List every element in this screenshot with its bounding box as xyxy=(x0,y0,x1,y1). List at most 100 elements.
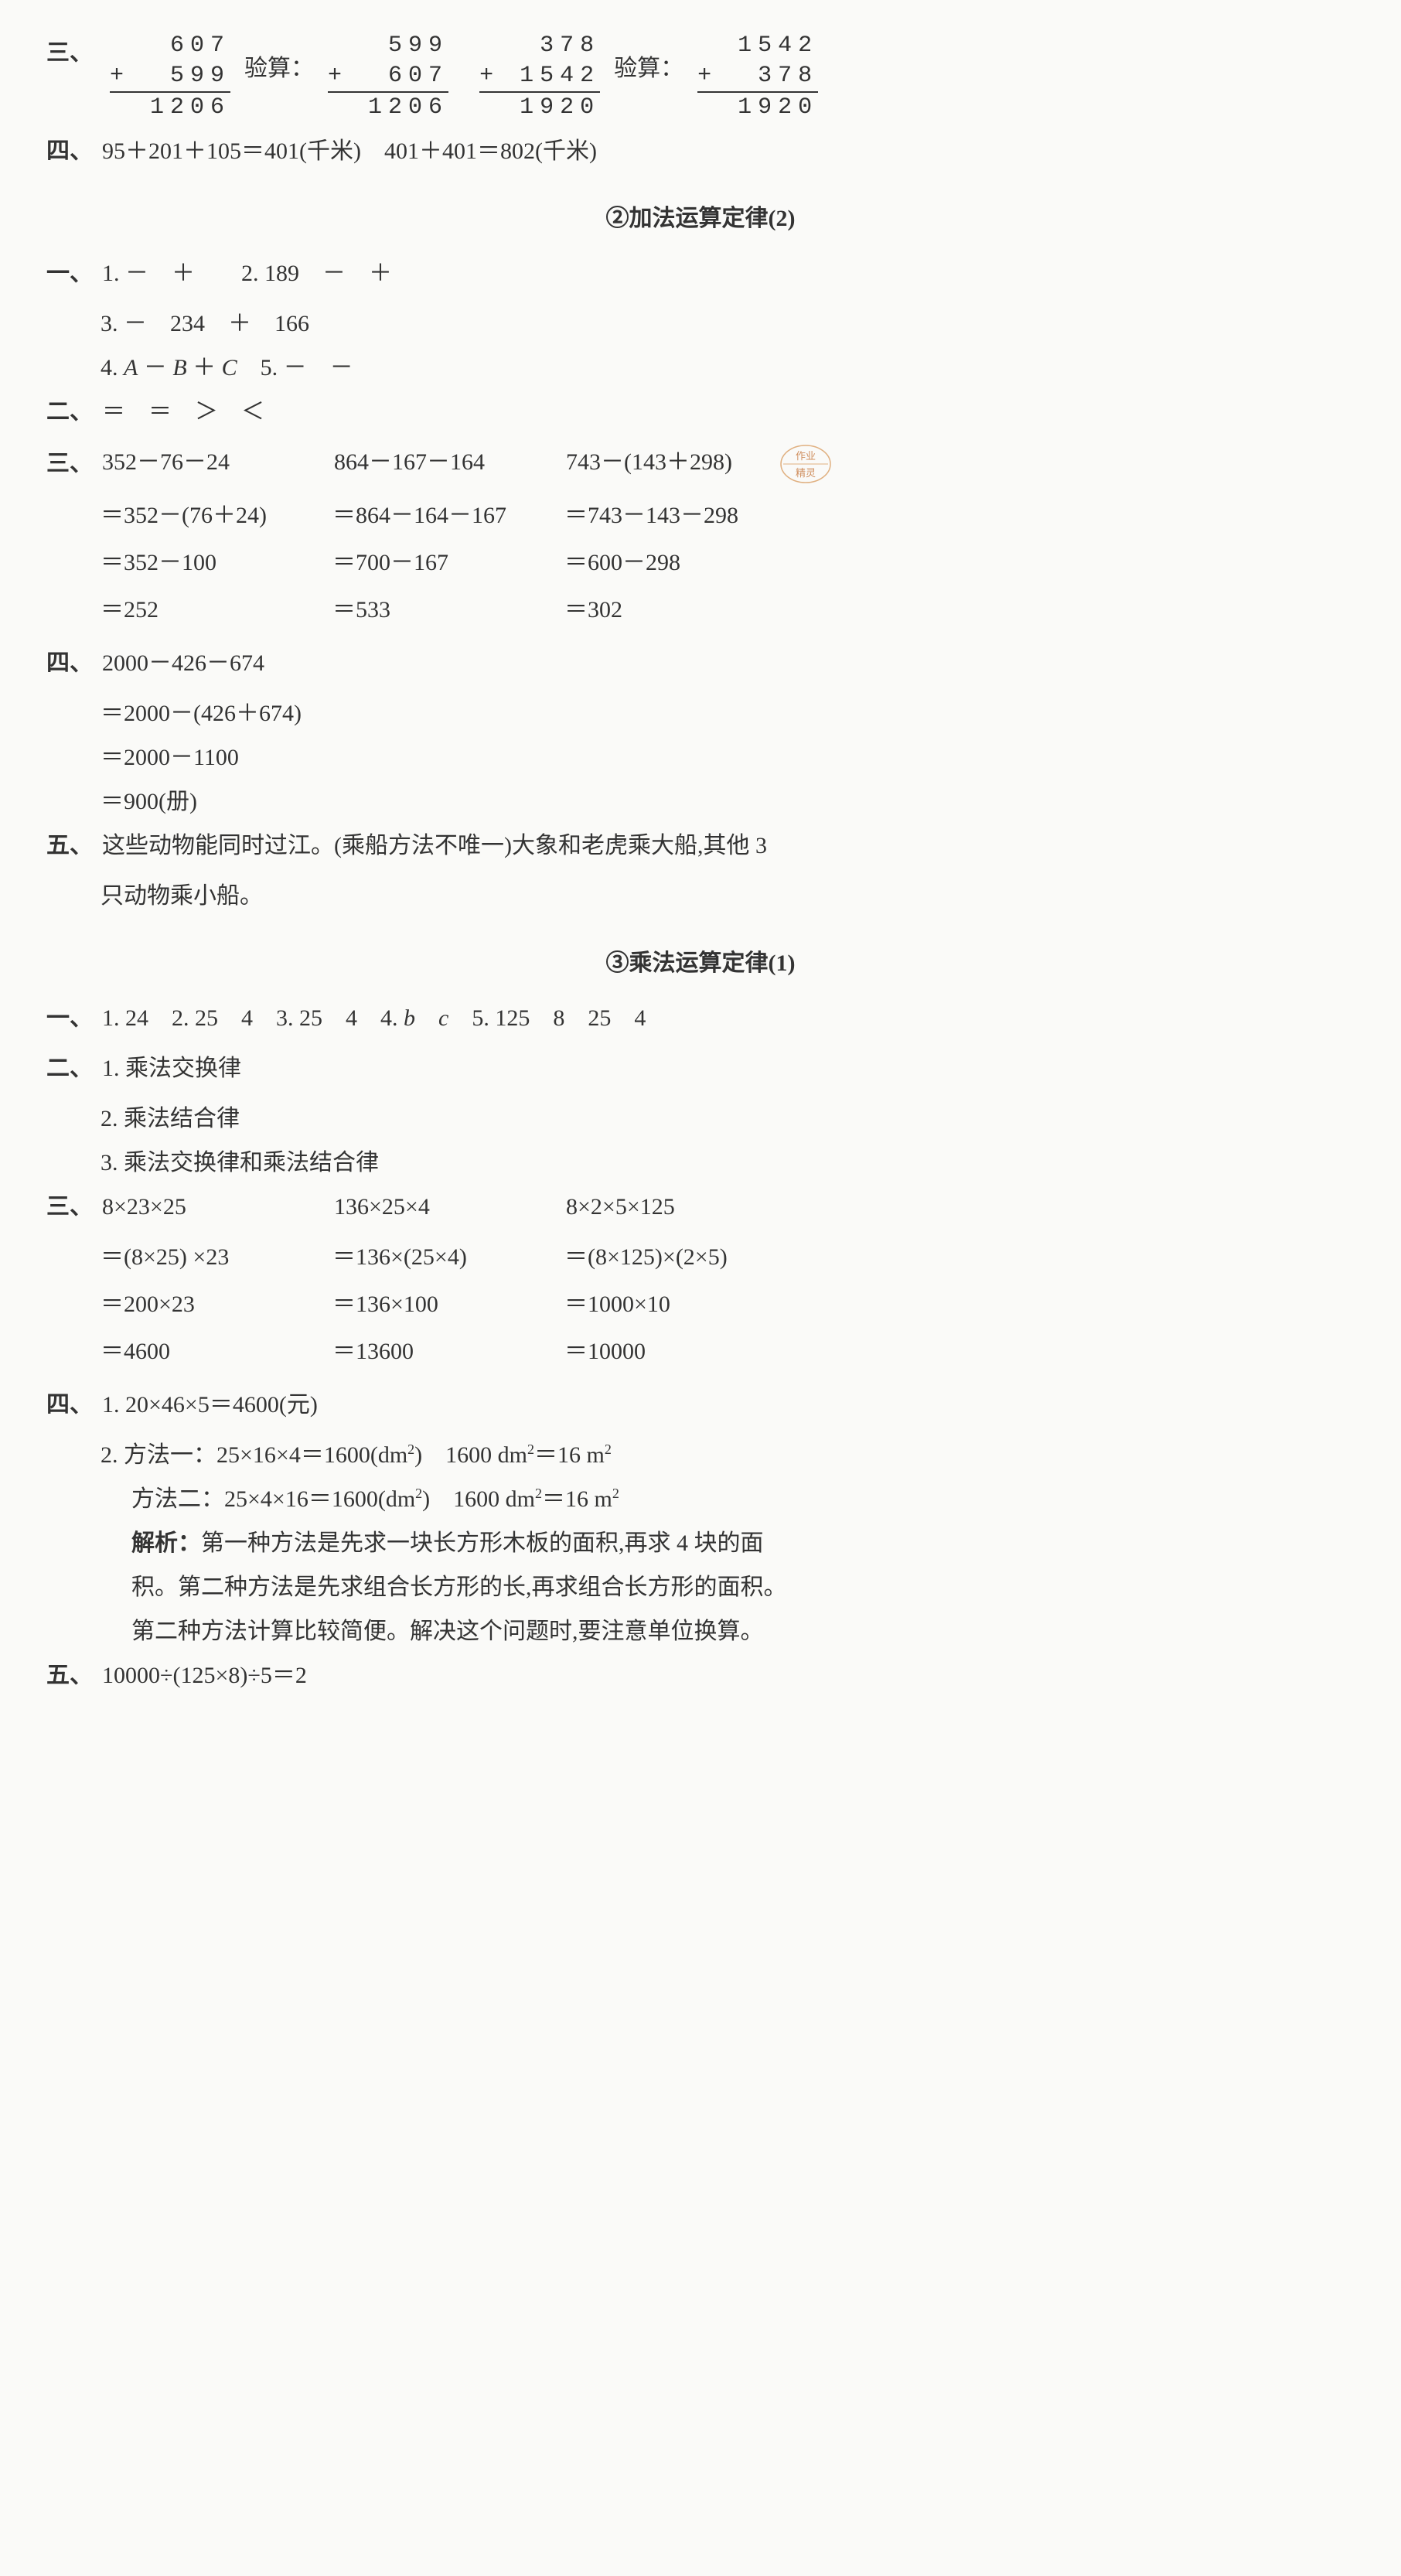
vcalc-1v-a: 599 xyxy=(328,31,448,61)
sec3-one-c: c xyxy=(438,1005,448,1031)
vcalc-1-sum: 1206 xyxy=(110,91,230,123)
sec2-four: 四、 2000－426－674 xyxy=(46,641,1355,685)
sec2-three-col3-h: 743－(143＋298) xyxy=(566,440,732,484)
sec3-four-t1: 1. 20×46×5＝4600(元) xyxy=(102,1383,318,1427)
sq-3: 2 xyxy=(605,1442,612,1457)
sec3-four-l3b: ) 1600 dm xyxy=(422,1486,535,1512)
sec3-four-l1: 四、 1. 20×46×5＝4600(元) xyxy=(46,1383,1355,1427)
section-3-top: 三、 607 + 599 1206 验算： 599 + 607 1206 378… xyxy=(46,31,1355,123)
sec3-two-l1: 二、 1. 乘法交换律 xyxy=(46,1046,1355,1090)
sec3-four-l3a: 方法二：25×4×16＝1600(dm xyxy=(131,1486,415,1512)
sec2-three-header: 三、 352－76－24 864－167－164 743－(143＋298) 作… xyxy=(46,440,1355,487)
sq-6: 2 xyxy=(612,1486,619,1501)
sec3-one: 一、 1. 24 2. 25 4 3. 25 4 4. b c 5. 125 8… xyxy=(46,996,1355,1040)
sec3-three-header: 三、 8×23×25 136×25×4 8×2×5×125 xyxy=(46,1185,1355,1229)
sec3-two-l3: 3. 乘法交换律和乘法结合律 xyxy=(46,1141,1355,1185)
sec2-five-label: 五、 xyxy=(46,824,93,868)
sec2-four-label: 四、 xyxy=(46,641,93,685)
sec2-four-l0: 2000－426－674 xyxy=(102,641,264,685)
sec2-c2-l1: ＝864－164－167 xyxy=(332,493,518,537)
sec2-one-m2: ＋ xyxy=(187,355,222,380)
analysis-label: 解析： xyxy=(131,1530,201,1556)
sec2-five-l1: 这些动物能同时过江。(乘船方法不唯一)大象和老虎乘大船,其他 3 xyxy=(102,824,767,868)
sec2-c2-l3: ＝533 xyxy=(332,588,518,632)
sec3-one-p1: 1. 24 2. 25 4 3. 25 4 4. xyxy=(102,1005,404,1031)
vcalc-2v-b: + 378 xyxy=(697,61,818,91)
vcalc-2v: 1542 + 378 1920 xyxy=(697,31,818,123)
sec3-three-col3-h: 8×2×5×125 xyxy=(566,1185,675,1229)
sec3-five-label: 五、 xyxy=(46,1653,93,1697)
vcalc-2-a: 378 xyxy=(479,31,600,61)
sec2-one-A: A xyxy=(124,355,138,380)
sec3-three-col1-h: 8×23×25 xyxy=(102,1185,288,1229)
sec2-c3-l3: ＝302 xyxy=(564,588,750,632)
vcalc-2: 378 + 1542 1920 xyxy=(479,31,600,123)
sec2-c2-l2: ＝700－167 xyxy=(332,541,518,585)
sec3-one-b: b xyxy=(404,1005,415,1031)
sec3-five: 五、 10000÷(125×8)÷5＝2 xyxy=(46,1653,1355,1697)
sec2-one-l3b: 5. － － xyxy=(237,355,353,380)
sec2-one-text1: 1. － ＋ 2. 189 － ＋ xyxy=(102,251,392,295)
sq-1: 2 xyxy=(407,1442,414,1457)
sec3-c1-l2: ＝200×23 xyxy=(101,1282,286,1326)
sec3-three-col2-h: 136×25×4 xyxy=(334,1185,520,1229)
sec3-four-jx1: 解析：第一种方法是先求一块长方形木板的面积,再求 4 块的面 xyxy=(46,1521,1355,1565)
sec3-three-col2: ＝136×(25×4) ＝136×100 ＝13600 xyxy=(332,1235,518,1377)
sec3-four-jx3: 第二种方法计算比较简便。解决这个问题时,要注意单位换算。 xyxy=(46,1609,1355,1653)
vcalc-2v-a: 1542 xyxy=(697,31,818,61)
verify-label-1: 验算： xyxy=(244,31,314,90)
sec3-c1-l3: ＝4600 xyxy=(101,1329,286,1373)
sec2-five: 五、 这些动物能同时过江。(乘船方法不唯一)大象和老虎乘大船,其他 3 xyxy=(46,824,1355,868)
sec2-c1-l1: ＝352－(76＋24) xyxy=(101,493,286,537)
sec2-three-col1-h: 352－76－24 xyxy=(102,440,288,484)
sec3-three-col3: ＝(8×125)×(2×5) ＝1000×10 ＝10000 xyxy=(564,1235,750,1377)
vcalc-2v-sum: 1920 xyxy=(697,91,818,123)
sec2-c1-l3: ＝252 xyxy=(101,588,286,632)
svg-text:精灵: 精灵 xyxy=(796,467,816,479)
sec3-one-sp xyxy=(415,1005,438,1031)
sec2-five-l2: 只动物乘小船。 xyxy=(46,874,1355,918)
sq-5: 2 xyxy=(535,1486,542,1501)
sec2-four-l2: ＝2000－1100 xyxy=(46,735,1355,780)
sec3-c2-l3: ＝13600 xyxy=(332,1329,518,1373)
sec3-four-l2: 2. 方法一：25×16×4＝1600(dm2) 1600 dm2＝16 m2 xyxy=(46,1433,1355,1477)
sec2-c3-l1: ＝743－143－298 xyxy=(564,493,750,537)
section-4-top: 四、 95＋201＋105＝401(千米) 401＋401＝802(千米) xyxy=(46,129,1355,173)
sec2-two-label: 二、 xyxy=(46,390,93,434)
sec3-four-l2c: ＝16 m xyxy=(534,1442,605,1468)
sec2-two-text: ＝ ＝ ＞ ＜ xyxy=(102,390,264,434)
sec2-one-l3: 4. A － B ＋ C 5. － － xyxy=(46,346,1355,390)
sec3-three-label: 三、 xyxy=(46,1185,93,1229)
sec3-four-l3c: ＝16 m xyxy=(542,1486,612,1512)
sec2-three-col2: ＝864－164－167 ＝700－167 ＝533 xyxy=(332,493,518,635)
sec3-c3-l2: ＝1000×10 xyxy=(564,1282,750,1326)
vcalc-1v-b: + 607 xyxy=(328,61,448,91)
sec2-one-l2: 3. － 234 ＋ 166 xyxy=(46,302,1355,346)
sec2-one-l1: 一、 1. － ＋ 2. 189 － ＋ xyxy=(46,251,1355,295)
sec2-one-l3a: 4. xyxy=(101,355,124,380)
sec2-one-m1: － xyxy=(138,355,172,380)
sec3-four-l2a: 2. 方法一：25×16×4＝1600(dm xyxy=(101,1442,407,1468)
sec3-four-jx2: 积。第二种方法是先求组合长方形的长,再求组合长方形的面积。 xyxy=(46,1565,1355,1609)
section-title-3: ③乘法运算定律(1) xyxy=(46,941,1355,985)
sec2-three-col1: ＝352－(76＋24) ＝352－100 ＝252 xyxy=(101,493,286,635)
sec3-five-text: 10000÷(125×8)÷5＝2 xyxy=(102,1653,307,1697)
sec3-two-label: 二、 xyxy=(46,1046,93,1090)
sec2-one-C: C xyxy=(222,355,237,380)
sec3-three-col1: ＝(8×25) ×23 ＝200×23 ＝4600 xyxy=(101,1235,286,1377)
sec3-four-l3: 方法二：25×4×16＝1600(dm2) 1600 dm2＝16 m2 xyxy=(46,1477,1355,1521)
sec3-one-label: 一、 xyxy=(46,996,93,1040)
stamp-icon: 作业 精灵 xyxy=(779,440,833,487)
sec2-one-B: B xyxy=(172,355,186,380)
sec3-one-p2: 5. 125 8 25 4 xyxy=(448,1005,646,1031)
sec2-three-label: 三、 xyxy=(46,442,93,486)
sec2-four-l3: ＝900(册) xyxy=(46,780,1355,824)
sq-2: 2 xyxy=(527,1442,534,1457)
sec3-c1-l1: ＝(8×25) ×23 xyxy=(101,1235,286,1279)
svg-text:作业: 作业 xyxy=(796,450,816,462)
sec3-c3-l1: ＝(8×125)×(2×5) xyxy=(564,1235,750,1279)
label-three-top: 三、 xyxy=(46,31,93,75)
verify-label-2: 验算： xyxy=(614,31,683,90)
vcalc-1v-sum: 1206 xyxy=(328,91,448,123)
label-four-top: 四、 xyxy=(46,129,93,173)
